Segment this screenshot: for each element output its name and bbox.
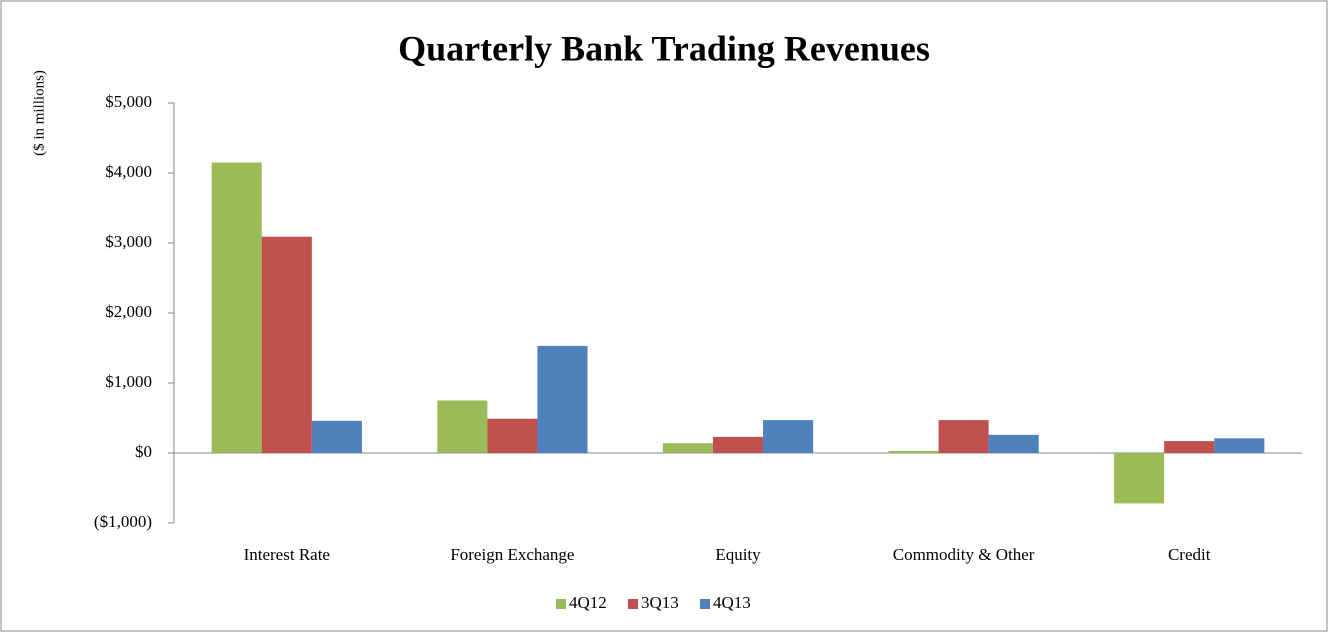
bar — [1164, 441, 1215, 453]
x-tick-label: Interest Rate — [244, 545, 330, 564]
bar — [211, 162, 262, 453]
legend-label: 3Q13 — [641, 593, 679, 612]
legend-label: 4Q13 — [713, 593, 751, 612]
y-tick-label: $2,000 — [105, 302, 152, 321]
bar — [1114, 453, 1165, 504]
legend-label: 4Q12 — [569, 593, 607, 612]
legend-swatch — [628, 599, 638, 609]
y-axis-label: ($ in millions) — [31, 70, 47, 156]
x-tick-label: Equity — [715, 545, 761, 564]
y-tick-label: $0 — [135, 442, 152, 461]
bar — [988, 434, 1039, 453]
y-tick-label: $4,000 — [105, 162, 152, 181]
x-tick-label: Credit — [1168, 545, 1211, 564]
legend-swatch — [700, 599, 710, 609]
x-tick-label: Commodity & Other — [893, 545, 1035, 564]
y-tick-label: $1,000 — [105, 372, 152, 391]
y-tick-label: $5,000 — [105, 92, 152, 111]
y-tick-label: $3,000 — [105, 232, 152, 251]
bar — [311, 420, 362, 453]
bar — [261, 236, 312, 453]
x-tick-label: Foreign Exchange — [450, 545, 574, 564]
bar — [938, 420, 989, 453]
bar — [487, 418, 538, 453]
bar — [712, 436, 764, 453]
bar — [888, 450, 939, 453]
bar — [1214, 438, 1265, 453]
legend-swatch — [556, 599, 566, 609]
bar — [662, 443, 713, 453]
bar — [763, 420, 814, 453]
bar — [537, 345, 588, 453]
y-tick-label: ($1,000) — [94, 512, 152, 531]
bar — [437, 400, 488, 453]
chart-title: Quarterly Bank Trading Revenues — [398, 28, 930, 68]
